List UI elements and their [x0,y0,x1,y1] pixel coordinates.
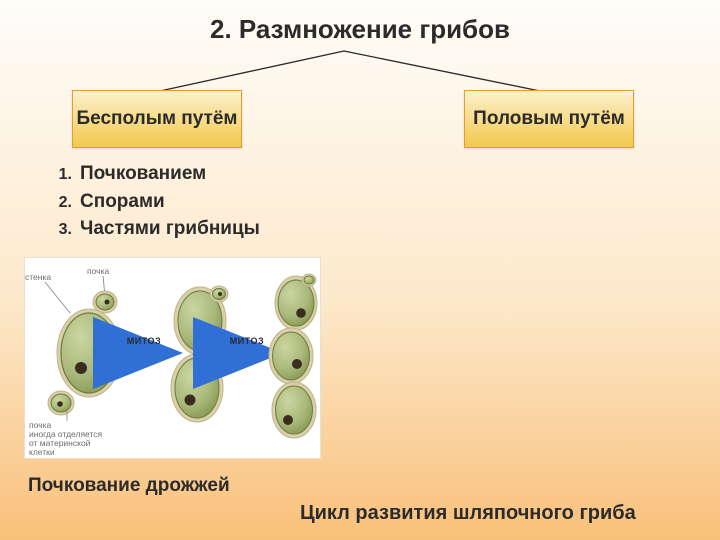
slide: 2. Размножение грибов Бесполым путём Пол… [0,0,720,540]
box-sexual-label: Половым путём [473,108,625,130]
fig-small-caption-4: клетки [29,447,55,457]
label-stenka: стенка [25,272,51,282]
label-mitoz-2: МИТОЗ [230,336,264,346]
label-pochka: почка [87,266,109,276]
yeast-budding-figure: стенка почка МИТОЗ [24,257,321,459]
stage-1-cell [48,291,121,415]
label-mitoz-1: МИТОЗ [127,336,161,346]
box-asexual: Бесполым путём [72,90,242,148]
slide-title: 2. Размножение грибов [0,14,720,45]
stage-3-cells [269,274,317,438]
caption-cap-fungus: Цикл развития шляпочного гриба [300,502,636,525]
list-item: 1.Почкованием [52,160,260,188]
stage-2-cells [171,286,228,422]
list-item: 2.Спорами [52,188,260,216]
box-asexual-label: Бесполым путём [77,108,238,130]
asexual-list: 1.Почкованием 2.Спорами 3.Частями грибни… [52,160,260,243]
box-sexual: Половым путём [464,90,634,148]
list-item: 3.Частями грибницы [52,215,260,243]
caption-yeast: Почкование дрожжей [28,475,230,497]
